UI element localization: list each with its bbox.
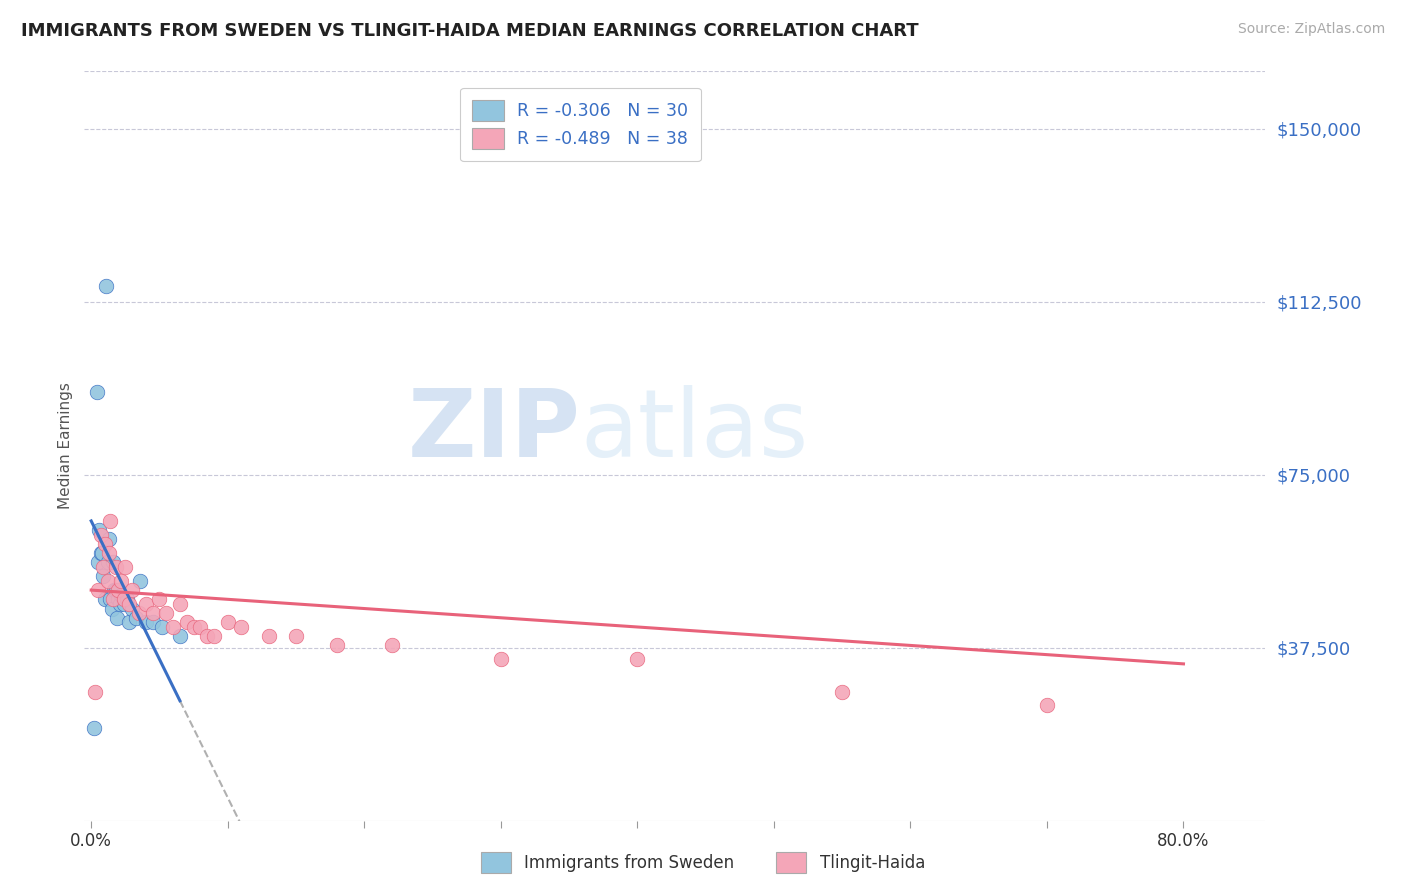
Point (86, 384, 108, 399)
Point (1036, 698, 1059, 713)
Point (231, 620, 253, 634)
Point (97, 533, 120, 547)
Point (380, 639, 402, 653)
Point (87, 556, 110, 570)
Point (97, 546, 120, 560)
Point (169, 629, 191, 643)
Point (101, 592, 124, 607)
Point (169, 597, 191, 611)
Point (94, 537, 117, 551)
Point (155, 606, 177, 620)
Point (831, 684, 853, 698)
Point (93, 569, 115, 583)
Point (98, 514, 121, 528)
Point (90, 528, 112, 542)
Point (176, 615, 198, 630)
Point (107, 583, 129, 598)
Legend: Immigrants from Sweden, Tlingit-Haida: Immigrants from Sweden, Tlingit-Haida (474, 846, 932, 880)
Point (101, 556, 124, 570)
Point (97, 556, 120, 570)
Point (105, 611, 128, 625)
Point (91, 546, 114, 560)
Point (128, 606, 150, 620)
Point (121, 583, 143, 598)
Point (150, 620, 173, 634)
Point (98, 592, 121, 607)
Text: IMMIGRANTS FROM SWEDEN VS TLINGIT-HAIDA MEDIAN EARNINGS CORRELATION CHART: IMMIGRANTS FROM SWEDEN VS TLINGIT-HAIDA … (21, 22, 918, 40)
Point (108, 597, 131, 611)
Point (190, 620, 212, 634)
Point (183, 620, 205, 634)
Point (135, 597, 157, 611)
Point (93, 560, 115, 574)
Y-axis label: Median Earnings: Median Earnings (58, 383, 73, 509)
Point (257, 629, 280, 643)
Point (118, 615, 141, 630)
Point (202, 629, 225, 643)
Point (162, 620, 184, 634)
Point (107, 592, 129, 607)
Point (142, 606, 165, 620)
Point (118, 597, 141, 611)
Point (90, 546, 112, 560)
Point (112, 597, 135, 611)
Point (114, 560, 136, 574)
Point (121, 601, 143, 615)
Point (285, 629, 308, 643)
Point (142, 615, 165, 630)
Point (97, 574, 120, 588)
Point (217, 615, 239, 630)
Point (89, 523, 111, 537)
Point (626, 652, 648, 666)
Point (94, 592, 117, 607)
Legend: R = -0.306   N = 30, R = -0.489   N = 38: R = -0.306 N = 30, R = -0.489 N = 38 (460, 87, 700, 161)
Point (110, 588, 132, 602)
Point (129, 574, 152, 588)
Point (84, 684, 107, 698)
Point (326, 639, 349, 653)
Text: ZIP: ZIP (408, 385, 581, 477)
Point (104, 560, 127, 574)
Point (195, 629, 218, 643)
Point (135, 615, 157, 630)
Point (96, 278, 118, 293)
Point (100, 601, 122, 615)
Point (148, 592, 170, 607)
Point (110, 574, 132, 588)
Point (83, 722, 105, 736)
Point (103, 583, 125, 598)
Text: Source: ZipAtlas.com: Source: ZipAtlas.com (1237, 22, 1385, 37)
Point (112, 592, 135, 607)
Text: atlas: atlas (581, 385, 808, 477)
Point (115, 592, 138, 607)
Point (87, 583, 110, 598)
Point (125, 611, 148, 625)
Point (104, 583, 127, 598)
Point (489, 652, 512, 666)
